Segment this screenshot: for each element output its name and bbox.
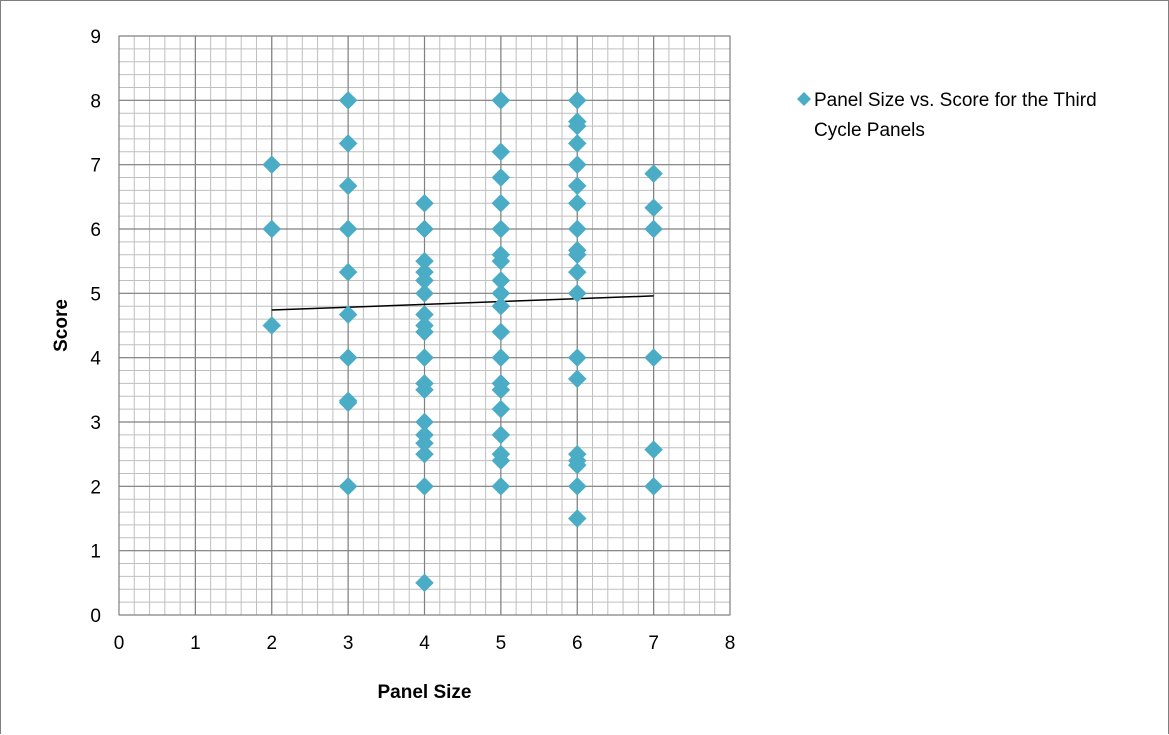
data-point — [262, 316, 282, 335]
trendline — [271, 295, 654, 311]
legend-label-line: Cycle Panels — [814, 120, 925, 141]
x-axis-title: Panel Size — [378, 682, 472, 703]
y-tick-label: 9 — [90, 27, 101, 48]
data-point — [567, 476, 587, 496]
data-point — [644, 348, 663, 368]
x-tick-label: 6 — [572, 633, 583, 654]
data-point — [338, 262, 358, 282]
data-point — [644, 164, 663, 184]
data-point — [491, 380, 511, 400]
y-tick-label: 3 — [90, 413, 101, 434]
data-point — [567, 262, 587, 282]
data-point — [491, 399, 511, 419]
data-point — [338, 219, 358, 239]
legend: Panel Size vs. Score for the Third Cycle … — [797, 90, 1097, 141]
data-point — [415, 283, 434, 303]
data-point — [491, 142, 511, 162]
data-point — [567, 348, 587, 368]
x-axis-tick-labels: 0 1 2 3 4 5 6 7 8 — [114, 633, 736, 654]
plot-area-border — [118, 35, 731, 616]
x-tick-label: 1 — [190, 633, 201, 654]
y-tick-label: 6 — [90, 220, 101, 241]
data-point — [491, 219, 511, 239]
data-point — [491, 425, 511, 445]
data-point — [567, 134, 587, 153]
x-tick-label: 3 — [343, 633, 354, 654]
data-point — [415, 476, 434, 496]
y-axis-title: Score — [51, 299, 72, 352]
data-point — [491, 193, 511, 213]
data-point — [644, 440, 663, 460]
data-point — [338, 348, 358, 368]
data-point — [338, 176, 358, 196]
data-point — [491, 348, 511, 368]
data-point — [491, 451, 511, 470]
data-point — [491, 322, 511, 342]
data-point — [567, 193, 587, 213]
data-point — [567, 176, 587, 196]
data-point — [415, 193, 434, 213]
y-tick-label: 8 — [90, 91, 101, 112]
legend-marker-diamond-icon — [797, 92, 811, 106]
data-point — [415, 380, 434, 400]
data-point — [338, 393, 358, 413]
data-point — [415, 573, 434, 593]
data-point — [567, 90, 587, 110]
x-tick-label: 7 — [648, 633, 659, 654]
y-tick-label: 2 — [90, 477, 101, 498]
data-point — [338, 476, 358, 496]
data-point — [491, 168, 511, 187]
data-point — [491, 296, 511, 316]
data-point — [415, 219, 434, 239]
y-tick-label: 7 — [90, 156, 101, 177]
legend-label: Panel Size vs. Score for the Third Cycle … — [814, 90, 1097, 141]
data-point — [415, 322, 434, 342]
data-point — [338, 134, 358, 153]
data-point — [491, 90, 511, 110]
data-point — [567, 369, 587, 389]
x-tick-label: 8 — [725, 633, 736, 654]
data-point — [644, 198, 663, 218]
x-tick-label: 2 — [266, 633, 277, 654]
y-tick-label: 5 — [90, 284, 101, 305]
data-point — [262, 155, 282, 175]
data-point — [567, 509, 587, 528]
data-point — [338, 90, 358, 110]
data-point — [567, 219, 587, 239]
x-tick-label: 0 — [114, 633, 125, 654]
data-point — [567, 455, 587, 475]
data-point — [567, 283, 587, 303]
data-point — [262, 219, 282, 239]
data-point — [644, 219, 663, 239]
data-points — [262, 90, 663, 593]
data-point — [338, 305, 358, 324]
data-point — [644, 476, 663, 496]
y-tick-label: 4 — [90, 349, 101, 370]
y-tick-label: 0 — [90, 606, 101, 627]
y-tick-label: 1 — [90, 542, 101, 563]
y-axis-tick-labels: 0 1 2 3 4 5 6 7 8 9 — [90, 27, 101, 627]
data-point — [415, 348, 434, 368]
legend-label-line: Panel Size vs. Score for the Third — [814, 90, 1097, 111]
data-point — [415, 444, 434, 464]
data-point — [567, 155, 587, 175]
data-point — [491, 476, 511, 496]
x-tick-label: 4 — [419, 633, 430, 654]
x-tick-label: 5 — [496, 633, 507, 654]
data-point — [491, 251, 511, 271]
